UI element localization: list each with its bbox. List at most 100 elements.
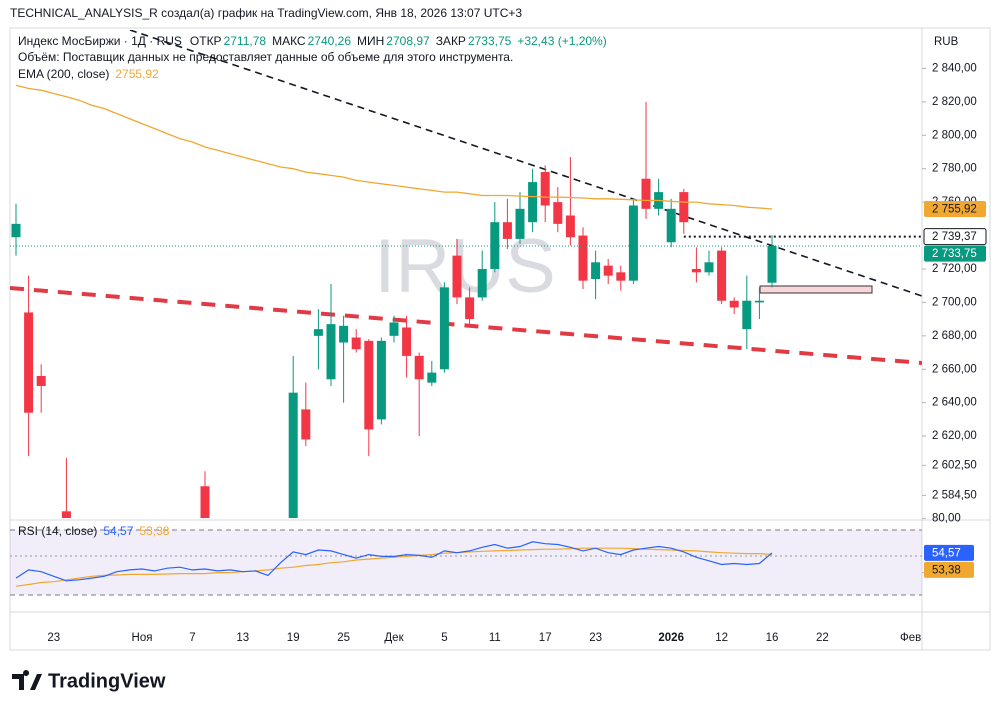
- candle-body: [452, 255, 462, 298]
- candle-body: [591, 262, 601, 280]
- x-tick-label: 23: [47, 632, 60, 644]
- x-tick-label: Фев: [900, 632, 921, 644]
- candle-body: [389, 322, 399, 336]
- candle-body: [11, 223, 21, 238]
- rsi-line: [15, 541, 773, 582]
- logo-icon: [12, 670, 42, 690]
- candle-body: [477, 268, 487, 298]
- candle-body: [729, 300, 739, 308]
- candle-body: [490, 222, 500, 269]
- x-tick-label: 11: [489, 632, 501, 644]
- x-tick-label: 17: [539, 632, 552, 644]
- y-tick-label: 2 780,00: [932, 163, 977, 175]
- candle-body: [767, 246, 777, 283]
- candle-body: [288, 392, 298, 518]
- y-tick-label: 2 840,00: [932, 62, 977, 74]
- price-tag: [924, 245, 986, 262]
- candle-body: [24, 312, 34, 413]
- candle-body: [691, 268, 701, 273]
- watermark: IRUS: [374, 224, 556, 309]
- candle-body: [616, 272, 626, 281]
- candle-body: [628, 205, 638, 281]
- ema-value: 2755,92: [115, 67, 159, 81]
- rsi-name: RSI (14, close): [18, 524, 97, 538]
- candle-body: [641, 178, 651, 209]
- candle-body: [565, 215, 575, 238]
- price-tag: [924, 200, 986, 217]
- candle-body: [61, 511, 71, 518]
- legend-value: 2740,26: [308, 34, 352, 48]
- ema-legend: EMA (200, close) 2755,92: [18, 67, 159, 81]
- legend-label: ОТКР: [190, 34, 222, 48]
- candle-body: [742, 300, 752, 330]
- rsi-tag-label: 54,57: [932, 547, 961, 559]
- y-tick-label: 2 640,00: [932, 397, 977, 409]
- price-tag-label: 2 739,37: [932, 231, 977, 243]
- candle-body: [313, 329, 323, 336]
- candle-body: [717, 250, 727, 301]
- candle-body: [414, 355, 424, 380]
- x-tick-label: 2026: [658, 632, 684, 644]
- candle-body: [36, 375, 46, 386]
- legend-label: ЗАКР: [436, 34, 466, 48]
- legend-change: +32,43 (+1,20%): [517, 34, 606, 48]
- x-tick-label: 12: [715, 632, 728, 644]
- legend-value: 2708,97: [386, 34, 430, 48]
- y-tick-label: 2 620,00: [932, 430, 977, 442]
- x-tick-label: 19: [287, 632, 300, 644]
- candle-body: [704, 262, 714, 273]
- candle-body: [578, 235, 588, 281]
- x-tick-label: 22: [816, 632, 829, 644]
- candle-body: [666, 208, 676, 243]
- rsi-legend: RSI (14, close) 54,57 53,38: [18, 524, 170, 538]
- candle-body: [351, 337, 361, 350]
- y-tick-label: 2 584,50: [932, 489, 977, 501]
- x-tick-label: 25: [337, 632, 350, 644]
- ema-line: [15, 84, 773, 210]
- y-tick-label: 2 680,00: [932, 330, 977, 342]
- x-tick-label: Дек: [384, 632, 404, 644]
- candle-body: [515, 208, 525, 239]
- y-tick-label: 2 700,00: [932, 296, 977, 308]
- candle-body: [603, 265, 613, 276]
- symbol: Индекс МосБиржи · 1Д · RUS: [18, 34, 182, 48]
- candle-body: [427, 372, 437, 383]
- x-tick-label: 13: [236, 632, 249, 644]
- candle-body: [540, 172, 550, 206]
- rsi-tick-label: 80,00: [932, 512, 961, 524]
- price-tag-label: 2 755,92: [932, 203, 977, 215]
- currency: RUB: [934, 36, 959, 48]
- trend-line: [10, 286, 922, 365]
- candle-body: [364, 340, 374, 430]
- frame: [9, 27, 991, 651]
- candle-body: [439, 287, 449, 370]
- candle-body: [553, 202, 563, 224]
- legend: Индекс МосБиржи · 1Д · RUS ОТКР 2711,78 МАК…: [18, 34, 607, 48]
- price-tag: [923, 228, 987, 246]
- candle-body: [502, 222, 512, 239]
- legend-value: 2733,75: [468, 34, 512, 48]
- rsi-line: [15, 547, 773, 587]
- candle-body: [301, 409, 311, 440]
- price-tag-label: 2 733,75: [932, 248, 977, 260]
- trend-line: [129, 30, 922, 297]
- x-tick-label: 16: [766, 632, 779, 644]
- y-tick-label: 2 720,00: [932, 263, 977, 275]
- candle-body: [339, 325, 349, 343]
- legend-label: МИН: [357, 34, 384, 48]
- x-tick-label: 23: [589, 632, 602, 644]
- x-tick-label: 5: [441, 632, 447, 644]
- candle-body: [679, 192, 689, 223]
- logo: TradingView: [12, 670, 166, 692]
- legend-value: 2711,78: [224, 34, 267, 48]
- y-tick-label: 2 602,50: [932, 459, 977, 471]
- rsi-value: 53,38: [139, 524, 169, 538]
- rsi-band: [10, 530, 922, 595]
- candle-body: [465, 297, 475, 320]
- zone-box: [759, 285, 873, 294]
- drawings: [10, 30, 922, 365]
- candle-body: [326, 324, 336, 380]
- rsi-tag: [924, 544, 974, 561]
